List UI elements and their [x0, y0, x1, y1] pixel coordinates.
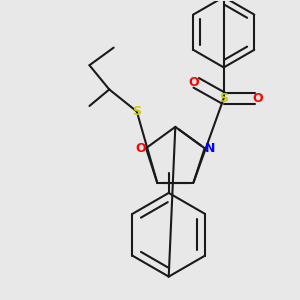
Text: N: N — [205, 142, 215, 155]
Text: O: O — [189, 76, 199, 89]
Text: S: S — [132, 105, 141, 118]
Text: O: O — [135, 142, 146, 155]
Text: O: O — [253, 92, 263, 105]
Text: S: S — [219, 92, 228, 105]
